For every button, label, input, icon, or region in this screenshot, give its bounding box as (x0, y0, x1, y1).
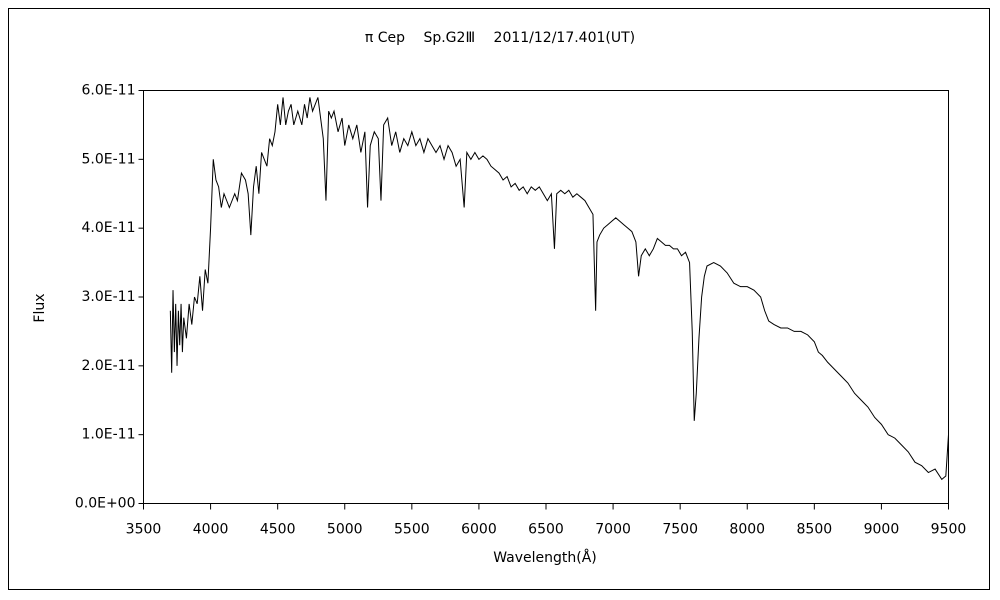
spectrum-line (169, 97, 949, 481)
x-tick-label: 7500 (662, 522, 698, 538)
x-tick-label: 4000 (193, 522, 229, 538)
x-tick-label: 8500 (797, 522, 833, 538)
x-tick-label: 3500 (126, 522, 162, 538)
x-tick-label: 7000 (595, 522, 631, 538)
x-tick-label: 4500 (260, 522, 296, 538)
y-tick-label: 0.0E+00 (75, 496, 136, 512)
x-axis-label: Wavelength(Å) (493, 549, 597, 566)
x-tick-label: 6000 (461, 522, 497, 538)
y-tick-label: 3.0E-11 (82, 289, 136, 305)
y-tick-label: 1.0E-11 (82, 427, 136, 443)
chart-title: π Cep Sp.G2Ⅲ 2011/12/17.401(UT) (365, 30, 635, 46)
frame (8, 8, 990, 590)
y-tick-label: 2.0E-11 (82, 358, 136, 374)
y-axis-label: Flux (32, 293, 48, 322)
x-tick-label: 8000 (729, 522, 765, 538)
x-tick-label: 9000 (864, 522, 900, 538)
x-tick-label: 6500 (528, 522, 564, 538)
x-tick-label: 9500 (931, 522, 967, 538)
y-tick-label: 5.0E-11 (82, 151, 136, 167)
x-tick-label: 5500 (394, 522, 430, 538)
x-tick-label: 5000 (327, 522, 363, 538)
plot-area (143, 90, 949, 504)
y-tick-label: 6.0E-11 (82, 83, 136, 99)
y-tick-label: 4.0E-11 (82, 220, 136, 236)
